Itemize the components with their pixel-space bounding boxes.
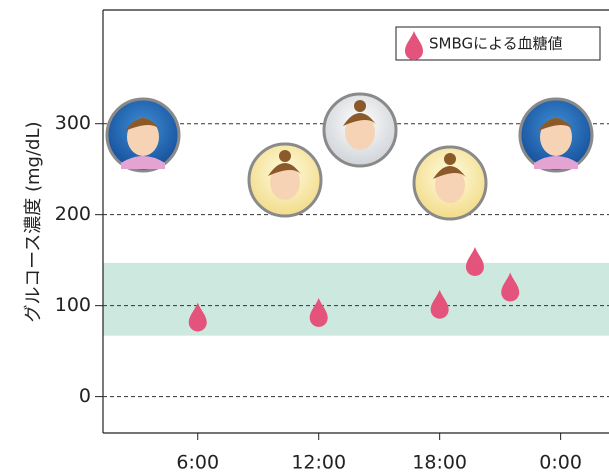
wake-icon — [324, 94, 396, 166]
chart: グルコース濃度 (mg/dL) 0 100 200 300 6:00 12:00 18:00… — [0, 0, 609, 475]
y-tick-label: 200 — [55, 203, 91, 225]
sleep-icon — [520, 99, 592, 171]
x-tick-label: 0:00 — [539, 452, 582, 474]
smbg-point — [466, 247, 484, 276]
y-axis-label: グルコース濃度 (mg/dL) — [23, 122, 44, 323]
target-range — [103, 263, 609, 336]
x-tick-label: 6:00 — [176, 452, 219, 474]
x-tick-label: 12:00 — [291, 452, 346, 474]
y-tick-label: 0 — [79, 385, 91, 407]
plot-area — [95, 10, 609, 440]
y-tick-label: 100 — [55, 294, 91, 316]
legend-label: SMBGによる血糖値 — [429, 35, 563, 53]
illustrations — [107, 94, 592, 219]
x-tick-label: 18:00 — [412, 452, 467, 474]
meal-icon — [414, 147, 486, 219]
y-tick-label: 300 — [55, 112, 91, 134]
sleep-icon — [107, 99, 179, 171]
legend: SMBGによる血糖値 — [396, 27, 600, 60]
meal-icon — [249, 144, 321, 216]
